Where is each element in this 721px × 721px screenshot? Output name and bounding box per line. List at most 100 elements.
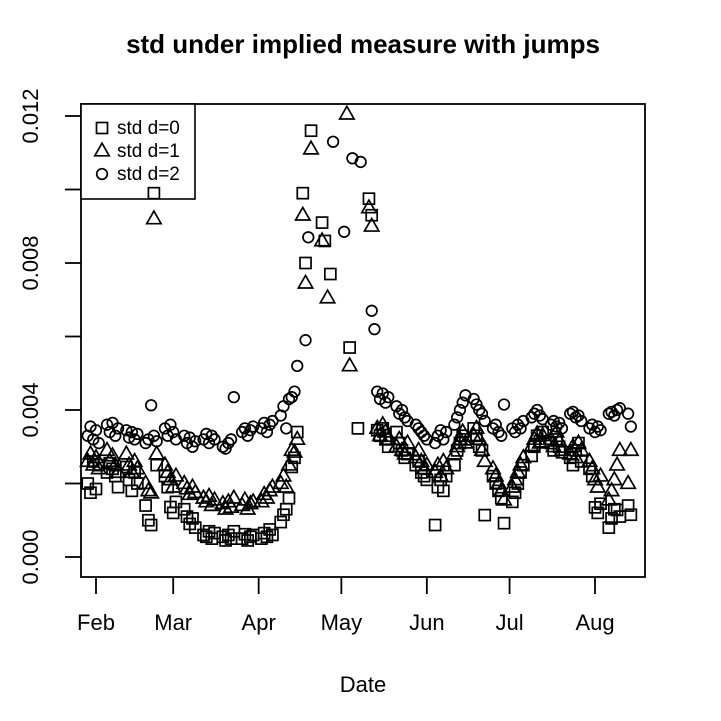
data-point-triangle xyxy=(418,455,436,471)
data-point-triangle xyxy=(448,437,466,453)
data-point-triangle xyxy=(431,466,450,482)
data-point-triangle xyxy=(396,444,414,460)
legend-circle-icon xyxy=(95,167,109,181)
data-point-square xyxy=(304,124,318,138)
data-point-square xyxy=(290,425,304,439)
data-point-triangle xyxy=(296,273,315,289)
data-point-triangle xyxy=(398,433,417,449)
data-point-triangle xyxy=(409,440,428,457)
data-point-circle xyxy=(326,135,340,148)
data-point-circle xyxy=(266,414,279,428)
data-point-triangle xyxy=(583,459,601,475)
legend-label: std d=2 xyxy=(117,164,180,185)
data-point-circle xyxy=(451,411,464,424)
data-point-triangle xyxy=(456,433,475,449)
data-point-circle xyxy=(354,155,367,169)
data-point-circle xyxy=(280,422,293,435)
data-point-square xyxy=(365,208,379,222)
data-point-triangle xyxy=(514,448,532,464)
x-tick-label: Mar xyxy=(154,610,192,635)
data-point-square xyxy=(351,422,365,435)
data-point-triangle xyxy=(252,492,271,508)
data-point-square xyxy=(89,482,103,496)
data-point-triangle xyxy=(363,216,381,232)
y-tick-label: 0.004 xyxy=(18,382,43,437)
data-point-circle xyxy=(208,433,221,446)
data-point-triangle xyxy=(467,418,486,435)
data-point-triangle xyxy=(318,288,337,304)
data-point-circle xyxy=(111,422,125,435)
axes: Feb Mar Apr May Jun Jul Aug 0.000 0.004 0.008 0.01… xyxy=(18,88,646,635)
data-point-triangle xyxy=(511,455,530,471)
data-point-triangle xyxy=(90,459,108,475)
data-point-circle xyxy=(368,323,381,336)
x-tick-label: Jun xyxy=(409,610,444,635)
data-point-triangle xyxy=(495,490,513,506)
data-point-circle xyxy=(489,418,502,431)
y-tick-label: 0.012 xyxy=(18,88,43,143)
data-point-triangle xyxy=(128,459,147,475)
data-point-square xyxy=(147,186,161,200)
legend-label: std d=1 xyxy=(117,141,180,162)
data-point-triangle xyxy=(572,440,590,457)
legend-triangle-icon xyxy=(93,141,111,157)
data-points xyxy=(79,104,640,547)
data-point-triangle xyxy=(591,466,610,482)
data-point-triangle xyxy=(476,451,494,468)
data-point-square xyxy=(188,521,202,534)
series-circle xyxy=(81,135,638,455)
data-point-triangle xyxy=(225,488,243,504)
x-tick-label: Apr xyxy=(242,610,276,635)
data-point-circle xyxy=(224,433,238,446)
data-point-triangle xyxy=(429,455,447,471)
data-point-circle xyxy=(178,429,191,442)
data-point-square xyxy=(111,480,125,494)
data-point-circle xyxy=(497,398,511,411)
data-point-triangle xyxy=(509,462,527,479)
data-point-circle xyxy=(575,414,588,428)
data-point-circle xyxy=(164,418,177,431)
data-point-triangle xyxy=(390,429,408,446)
data-point-circle xyxy=(437,433,450,446)
data-point-circle xyxy=(150,435,163,448)
data-point-square xyxy=(282,491,296,505)
data-point-triangle xyxy=(216,499,235,515)
data-point-square xyxy=(621,499,635,512)
data-point-circle xyxy=(238,422,252,435)
data-point-circle xyxy=(89,424,103,437)
data-point-triangle xyxy=(473,440,491,457)
data-point-triangle xyxy=(186,483,204,499)
data-point-triangle xyxy=(288,429,306,446)
data-point-circle xyxy=(144,399,158,412)
data-point-circle xyxy=(439,425,453,439)
data-point-circle xyxy=(610,403,624,417)
data-point-triangle xyxy=(294,205,312,221)
data-point-circle xyxy=(299,334,312,347)
data-point-square xyxy=(208,526,221,540)
data-point-triangle xyxy=(87,448,105,464)
data-point-triangle xyxy=(274,466,293,482)
data-point-triangle xyxy=(437,459,455,475)
data-point-triangle xyxy=(506,470,524,486)
data-point-square xyxy=(296,186,310,200)
data-point-square xyxy=(497,516,511,530)
data-point-square xyxy=(362,192,376,206)
data-point-triangle xyxy=(244,492,262,508)
data-point-square xyxy=(343,341,356,354)
data-point-square xyxy=(169,495,183,509)
data-point-square xyxy=(299,256,312,270)
data-point-triangle xyxy=(263,477,282,493)
data-point-square xyxy=(139,499,152,512)
data-point-triangle xyxy=(622,440,640,457)
y-tick-label: 0.000 xyxy=(18,529,43,584)
data-point-circle xyxy=(555,422,569,435)
data-point-circle xyxy=(92,436,105,450)
data-point-triangle xyxy=(285,442,304,458)
legend-box xyxy=(80,103,196,200)
data-point-circle xyxy=(495,429,508,442)
data-point-triangle xyxy=(503,477,521,493)
data-point-triangle xyxy=(277,477,295,493)
data-point-triangle xyxy=(379,429,397,446)
